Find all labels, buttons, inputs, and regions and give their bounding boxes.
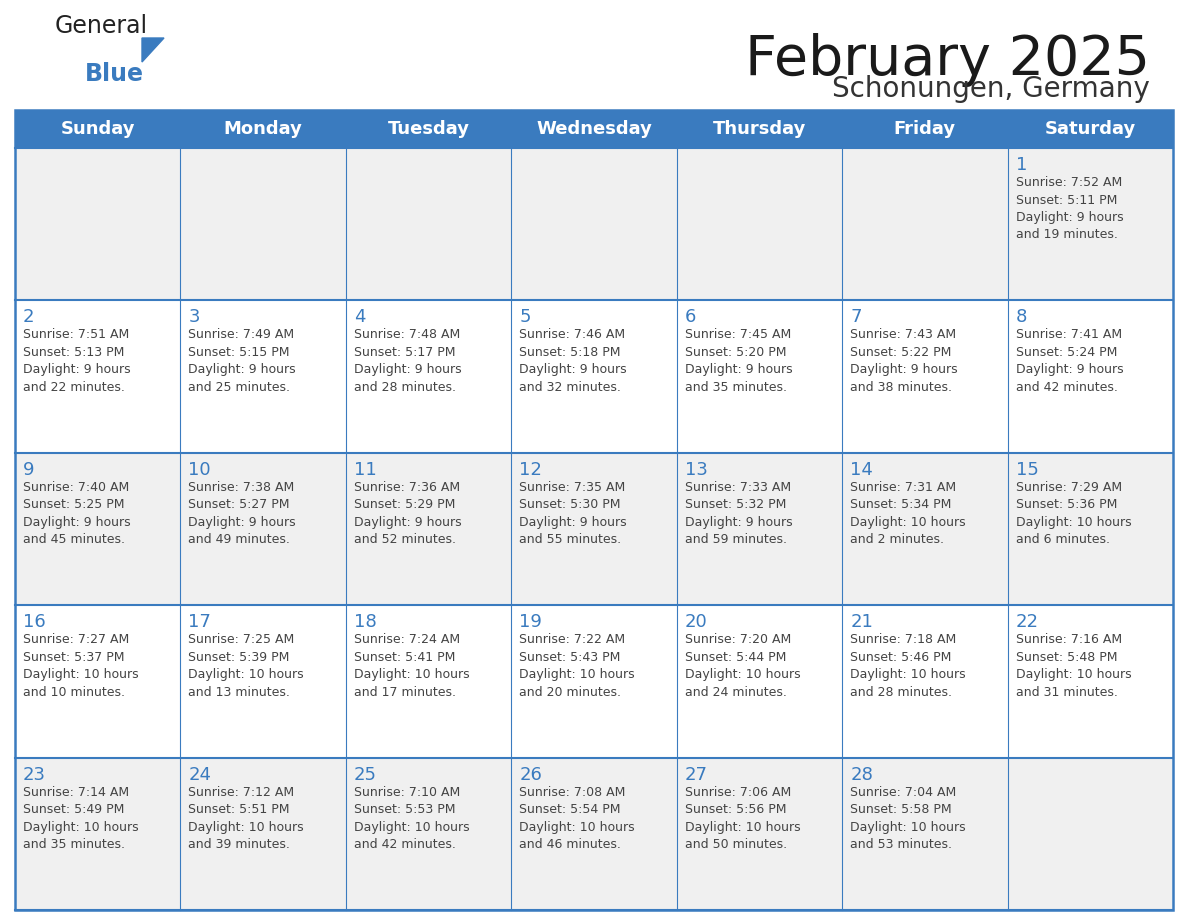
Text: 1: 1 [1016,156,1026,174]
Text: Sunrise: 7:48 AM
Sunset: 5:17 PM
Daylight: 9 hours
and 28 minutes.: Sunrise: 7:48 AM Sunset: 5:17 PM Dayligh… [354,329,461,394]
Text: 13: 13 [684,461,708,479]
Text: Sunrise: 7:36 AM
Sunset: 5:29 PM
Daylight: 9 hours
and 52 minutes.: Sunrise: 7:36 AM Sunset: 5:29 PM Dayligh… [354,481,461,546]
Text: 5: 5 [519,308,531,327]
Text: Saturday: Saturday [1044,120,1136,138]
Text: Sunrise: 7:27 AM
Sunset: 5:37 PM
Daylight: 10 hours
and 10 minutes.: Sunrise: 7:27 AM Sunset: 5:37 PM Dayligh… [23,633,139,699]
Text: February 2025: February 2025 [745,33,1150,87]
Text: 28: 28 [851,766,873,784]
Text: Sunrise: 7:25 AM
Sunset: 5:39 PM
Daylight: 10 hours
and 13 minutes.: Sunrise: 7:25 AM Sunset: 5:39 PM Dayligh… [189,633,304,699]
Text: Wednesday: Wednesday [536,120,652,138]
Text: 14: 14 [851,461,873,479]
Text: Sunrise: 7:20 AM
Sunset: 5:44 PM
Daylight: 10 hours
and 24 minutes.: Sunrise: 7:20 AM Sunset: 5:44 PM Dayligh… [684,633,801,699]
Text: Sunrise: 7:35 AM
Sunset: 5:30 PM
Daylight: 9 hours
and 55 minutes.: Sunrise: 7:35 AM Sunset: 5:30 PM Dayligh… [519,481,627,546]
Text: Sunrise: 7:18 AM
Sunset: 5:46 PM
Daylight: 10 hours
and 28 minutes.: Sunrise: 7:18 AM Sunset: 5:46 PM Dayligh… [851,633,966,699]
Text: 8: 8 [1016,308,1026,327]
Bar [15,300,1173,453]
Text: 27: 27 [684,766,708,784]
Text: 25: 25 [354,766,377,784]
Text: 21: 21 [851,613,873,632]
Text: Sunrise: 7:52 AM
Sunset: 5:11 PM
Daylight: 9 hours
and 19 minutes.: Sunrise: 7:52 AM Sunset: 5:11 PM Dayligh… [1016,176,1123,241]
Polygon shape [143,38,164,62]
Text: 26: 26 [519,766,542,784]
Text: Tuesday: Tuesday [387,120,469,138]
Text: 4: 4 [354,308,366,327]
Text: Sunrise: 7:22 AM
Sunset: 5:43 PM
Daylight: 10 hours
and 20 minutes.: Sunrise: 7:22 AM Sunset: 5:43 PM Dayligh… [519,633,634,699]
Text: Sunrise: 7:43 AM
Sunset: 5:22 PM
Daylight: 9 hours
and 38 minutes.: Sunrise: 7:43 AM Sunset: 5:22 PM Dayligh… [851,329,958,394]
Text: Friday: Friday [893,120,956,138]
Text: Sunrise: 7:41 AM
Sunset: 5:24 PM
Daylight: 9 hours
and 42 minutes.: Sunrise: 7:41 AM Sunset: 5:24 PM Dayligh… [1016,329,1123,394]
Text: 23: 23 [23,766,46,784]
Text: Sunrise: 7:51 AM
Sunset: 5:13 PM
Daylight: 9 hours
and 22 minutes.: Sunrise: 7:51 AM Sunset: 5:13 PM Dayligh… [23,329,131,394]
Text: Sunrise: 7:24 AM
Sunset: 5:41 PM
Daylight: 10 hours
and 17 minutes.: Sunrise: 7:24 AM Sunset: 5:41 PM Dayligh… [354,633,469,699]
Text: Sunrise: 7:46 AM
Sunset: 5:18 PM
Daylight: 9 hours
and 32 minutes.: Sunrise: 7:46 AM Sunset: 5:18 PM Dayligh… [519,329,627,394]
Text: Sunrise: 7:10 AM
Sunset: 5:53 PM
Daylight: 10 hours
and 42 minutes.: Sunrise: 7:10 AM Sunset: 5:53 PM Dayligh… [354,786,469,851]
Text: 3: 3 [189,308,200,327]
Text: 10: 10 [189,461,211,479]
Text: 16: 16 [23,613,46,632]
Bar [15,148,1173,300]
Text: Thursday: Thursday [713,120,807,138]
Text: 17: 17 [189,613,211,632]
Bar [15,757,1173,910]
Text: Sunrise: 7:40 AM
Sunset: 5:25 PM
Daylight: 9 hours
and 45 minutes.: Sunrise: 7:40 AM Sunset: 5:25 PM Dayligh… [23,481,131,546]
Text: 22: 22 [1016,613,1038,632]
Text: Sunrise: 7:08 AM
Sunset: 5:54 PM
Daylight: 10 hours
and 46 minutes.: Sunrise: 7:08 AM Sunset: 5:54 PM Dayligh… [519,786,634,851]
Text: 15: 15 [1016,461,1038,479]
Text: Blue: Blue [86,62,144,86]
Text: 6: 6 [684,308,696,327]
Text: Sunrise: 7:04 AM
Sunset: 5:58 PM
Daylight: 10 hours
and 53 minutes.: Sunrise: 7:04 AM Sunset: 5:58 PM Dayligh… [851,786,966,851]
Text: General: General [55,14,148,38]
Bar [15,453,1173,605]
Bar [15,110,1173,148]
Text: 19: 19 [519,613,542,632]
Text: 18: 18 [354,613,377,632]
Bar [15,605,1173,757]
Text: Sunrise: 7:45 AM
Sunset: 5:20 PM
Daylight: 9 hours
and 35 minutes.: Sunrise: 7:45 AM Sunset: 5:20 PM Dayligh… [684,329,792,394]
Bar [15,110,1173,910]
Text: Sunrise: 7:38 AM
Sunset: 5:27 PM
Daylight: 9 hours
and 49 minutes.: Sunrise: 7:38 AM Sunset: 5:27 PM Dayligh… [189,481,296,546]
Text: Sunrise: 7:33 AM
Sunset: 5:32 PM
Daylight: 9 hours
and 59 minutes.: Sunrise: 7:33 AM Sunset: 5:32 PM Dayligh… [684,481,792,546]
Text: Sunrise: 7:49 AM
Sunset: 5:15 PM
Daylight: 9 hours
and 25 minutes.: Sunrise: 7:49 AM Sunset: 5:15 PM Dayligh… [189,329,296,394]
Text: Sunrise: 7:14 AM
Sunset: 5:49 PM
Daylight: 10 hours
and 35 minutes.: Sunrise: 7:14 AM Sunset: 5:49 PM Dayligh… [23,786,139,851]
Text: Sunrise: 7:29 AM
Sunset: 5:36 PM
Daylight: 10 hours
and 6 minutes.: Sunrise: 7:29 AM Sunset: 5:36 PM Dayligh… [1016,481,1131,546]
Text: Sunrise: 7:16 AM
Sunset: 5:48 PM
Daylight: 10 hours
and 31 minutes.: Sunrise: 7:16 AM Sunset: 5:48 PM Dayligh… [1016,633,1131,699]
Text: 12: 12 [519,461,542,479]
Text: Schonungen, Germany: Schonungen, Germany [833,75,1150,103]
Text: 2: 2 [23,308,34,327]
Text: 7: 7 [851,308,861,327]
Text: Sunrise: 7:06 AM
Sunset: 5:56 PM
Daylight: 10 hours
and 50 minutes.: Sunrise: 7:06 AM Sunset: 5:56 PM Dayligh… [684,786,801,851]
Text: Sunday: Sunday [61,120,135,138]
Text: Sunrise: 7:31 AM
Sunset: 5:34 PM
Daylight: 10 hours
and 2 minutes.: Sunrise: 7:31 AM Sunset: 5:34 PM Dayligh… [851,481,966,546]
Text: 11: 11 [354,461,377,479]
Text: Monday: Monday [223,120,303,138]
Text: 20: 20 [684,613,708,632]
Text: 24: 24 [189,766,211,784]
Text: 9: 9 [23,461,34,479]
Text: Sunrise: 7:12 AM
Sunset: 5:51 PM
Daylight: 10 hours
and 39 minutes.: Sunrise: 7:12 AM Sunset: 5:51 PM Dayligh… [189,786,304,851]
